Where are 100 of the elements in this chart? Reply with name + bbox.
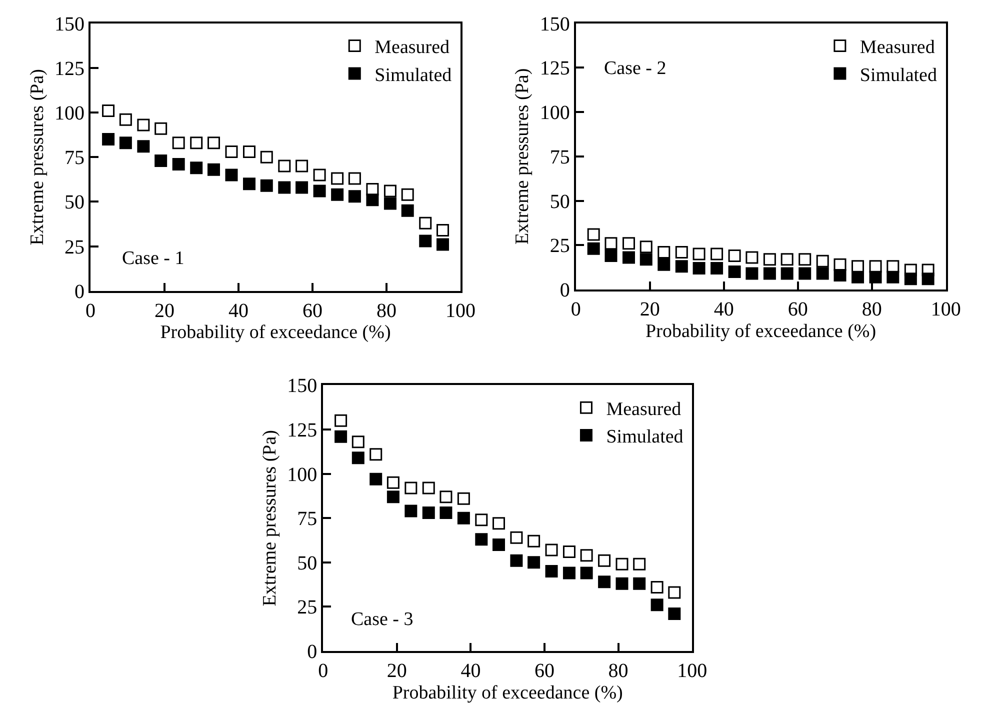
point — [604, 250, 618, 262]
y-tick-label: 0 — [74, 280, 85, 303]
y-tick-label: 100 — [54, 102, 85, 125]
point — [780, 267, 794, 280]
y-tick-label: 125 — [287, 420, 318, 442]
x-tick-label: 40 — [228, 300, 249, 322]
x-tick-label: 20 — [154, 300, 175, 322]
y-axis-title: Extreme pressures (Pa) — [26, 69, 48, 246]
point — [457, 512, 470, 524]
annotation: Case - 3 — [351, 609, 414, 630]
point — [675, 246, 688, 258]
point — [119, 136, 132, 150]
point — [419, 234, 432, 248]
point — [763, 253, 776, 266]
legend-label: Measured — [606, 399, 682, 420]
point — [510, 531, 523, 544]
point — [728, 250, 741, 262]
point — [746, 251, 758, 264]
x-tick-label: 100 — [930, 298, 961, 320]
annotation: Case - 2 — [604, 58, 666, 79]
y-tick-label: 25 — [64, 236, 85, 258]
point — [622, 237, 635, 250]
point — [278, 181, 291, 194]
point — [331, 188, 344, 201]
point — [296, 160, 308, 172]
x-tick-label: 40 — [460, 660, 481, 682]
point — [852, 270, 864, 284]
point — [746, 267, 758, 280]
point — [404, 504, 418, 518]
x-tick-label: 60 — [534, 660, 554, 682]
point — [207, 136, 220, 150]
point — [137, 140, 150, 153]
point — [260, 150, 273, 164]
point — [313, 184, 326, 198]
y-axis-title: Extreme pressures (Pa) — [259, 430, 280, 606]
point — [710, 262, 724, 274]
point — [545, 544, 558, 556]
point — [922, 272, 934, 286]
point — [798, 253, 812, 266]
point — [886, 270, 900, 284]
point — [633, 558, 646, 570]
point — [658, 258, 670, 271]
point — [650, 598, 664, 612]
y-tick-label: 0 — [307, 640, 318, 663]
point — [386, 476, 400, 489]
point — [352, 452, 364, 464]
point — [190, 136, 203, 150]
point — [869, 270, 882, 284]
point — [580, 566, 593, 580]
point — [401, 204, 414, 217]
point — [137, 118, 150, 132]
point — [650, 580, 664, 594]
y-tick-label: 25 — [297, 596, 318, 619]
point — [440, 490, 452, 504]
point — [616, 577, 628, 590]
legend-label: Measured — [374, 37, 450, 58]
point — [598, 554, 611, 567]
y-tick-label: 100 — [540, 102, 570, 124]
point — [154, 122, 168, 135]
x-tick-label: 60 — [788, 298, 808, 320]
y-tick-label: 50 — [297, 552, 318, 574]
point — [675, 260, 688, 273]
point — [668, 608, 681, 620]
point — [616, 558, 628, 570]
point — [798, 267, 812, 280]
point — [404, 482, 418, 494]
point — [457, 492, 470, 505]
y-tick-label: 125 — [54, 58, 85, 80]
y-tick-label: 150 — [287, 375, 318, 398]
point — [296, 181, 308, 194]
x-axis-title: Probability of exceedance (%) — [392, 682, 623, 704]
x-tick-label: 80 — [862, 298, 882, 320]
point — [622, 251, 635, 264]
point — [348, 172, 361, 185]
point — [331, 172, 344, 185]
point — [640, 240, 652, 254]
point — [510, 554, 523, 567]
point — [172, 158, 185, 171]
y-tick-label: 50 — [550, 190, 570, 213]
annotation: Case - 1 — [122, 248, 184, 269]
x-tick-label: 80 — [376, 300, 397, 322]
point — [763, 267, 776, 280]
point — [102, 104, 115, 118]
point — [334, 430, 348, 443]
point — [366, 194, 379, 206]
point — [528, 534, 540, 548]
point — [658, 246, 670, 258]
point — [313, 168, 326, 182]
y-tick-label: 75 — [64, 147, 85, 170]
point — [352, 436, 364, 448]
point — [440, 506, 452, 520]
point — [562, 566, 576, 580]
point — [728, 265, 741, 278]
x-tick-label: 60 — [302, 300, 323, 322]
point — [172, 136, 185, 150]
point — [904, 272, 917, 286]
y-axis-title: Extreme pressures (Pa) — [512, 68, 534, 245]
point — [475, 533, 488, 546]
point — [422, 482, 435, 494]
legend-label: Measured — [860, 37, 936, 58]
